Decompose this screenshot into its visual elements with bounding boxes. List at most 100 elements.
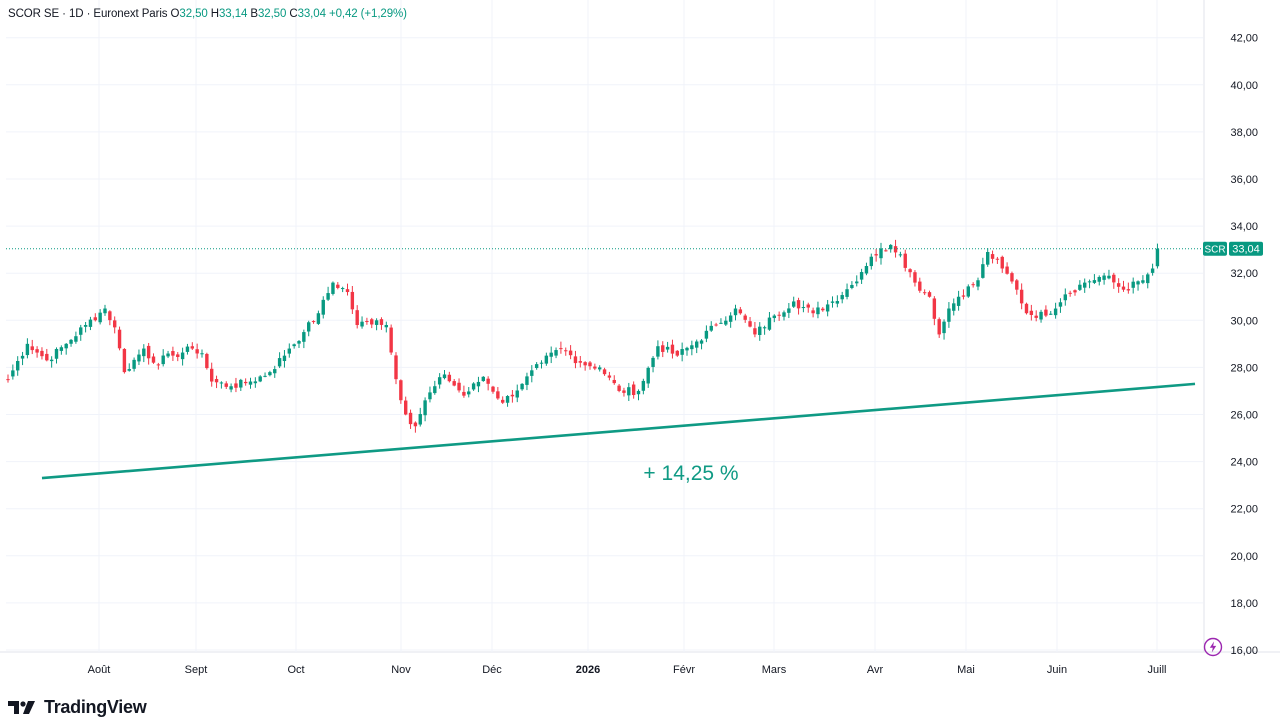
candle — [462, 385, 466, 398]
price-axis[interactable]: 42,00 40,00 38,00 36,00 34,00 32,00 30,00 28,00… — [1230, 33, 1258, 657]
price-tag-symbol-bg — [1203, 241, 1227, 256]
candle — [1063, 288, 1067, 306]
symbol-line: SCOR SE · 1D · Euronext Paris — [8, 8, 168, 20]
candle — [404, 396, 408, 416]
candle — [811, 307, 815, 318]
candle — [69, 338, 73, 347]
candle — [840, 291, 844, 304]
candle — [792, 296, 796, 308]
candle — [142, 344, 146, 363]
candle — [859, 268, 864, 284]
candle — [1150, 263, 1155, 276]
candle — [54, 347, 59, 364]
time-tick-label: Mai — [957, 664, 975, 676]
candle — [1121, 280, 1126, 292]
price-tick-label: 42,00 — [1230, 33, 1258, 45]
trend-annotation: + 14,25 % — [643, 462, 738, 485]
candle — [166, 350, 170, 359]
candle — [830, 296, 835, 308]
candle — [418, 407, 422, 427]
candle — [1087, 279, 1092, 289]
candle — [665, 341, 670, 353]
candle — [1102, 272, 1106, 285]
candle — [1053, 302, 1058, 319]
high-value: 33,14 — [219, 8, 248, 20]
candle — [709, 321, 713, 332]
brand-name: TradingView — [44, 696, 147, 717]
candle — [180, 347, 185, 366]
candle — [549, 346, 553, 364]
candle — [685, 346, 689, 356]
price-tick-label: 36,00 — [1230, 174, 1258, 186]
lightning-icon[interactable] — [1203, 637, 1223, 657]
candle — [6, 374, 10, 383]
candle — [49, 356, 54, 368]
candle — [321, 296, 325, 319]
candle — [607, 371, 612, 381]
candle — [1097, 275, 1101, 286]
candle — [661, 341, 665, 358]
price-tick-label: 40,00 — [1230, 80, 1258, 92]
candle — [331, 281, 335, 296]
tradingview-logo[interactable]: TradingView — [8, 696, 147, 718]
chart-grid — [0, 0, 1280, 653]
candle — [20, 351, 25, 366]
candle — [326, 286, 330, 301]
candle — [510, 390, 515, 403]
candle — [88, 316, 93, 331]
price-tick-label: 22,00 — [1230, 504, 1258, 516]
trendline[interactable] — [41, 382, 1196, 480]
candle — [258, 375, 262, 383]
price-tick-label: 26,00 — [1230, 410, 1258, 422]
candle — [1039, 309, 1043, 323]
candle — [25, 338, 30, 359]
candle — [1000, 255, 1004, 273]
candle — [195, 343, 199, 359]
candle — [64, 343, 68, 355]
candle — [224, 381, 228, 390]
candle — [753, 321, 757, 338]
candle — [394, 352, 398, 385]
candle — [1126, 282, 1131, 294]
candle — [864, 262, 869, 276]
candle — [990, 250, 995, 264]
candle — [646, 366, 650, 388]
candle — [1155, 243, 1160, 269]
candle — [1034, 310, 1038, 322]
candle — [1107, 269, 1111, 280]
candle — [151, 353, 156, 364]
candle — [384, 321, 388, 333]
candle — [103, 304, 107, 316]
candle — [583, 361, 587, 371]
candle — [307, 320, 311, 337]
candle — [845, 283, 849, 300]
candle — [239, 378, 243, 391]
candle — [1068, 290, 1072, 297]
candle — [219, 381, 224, 389]
candle — [467, 387, 471, 398]
candle — [670, 339, 675, 359]
candle — [874, 249, 878, 262]
candle — [146, 342, 151, 365]
candle — [486, 376, 490, 391]
candle — [544, 352, 549, 366]
candle — [568, 345, 573, 360]
price-tick-label: 32,00 — [1230, 268, 1258, 280]
candle — [612, 375, 616, 385]
candle — [311, 320, 316, 324]
candle — [534, 362, 539, 370]
candle — [1146, 272, 1150, 289]
candle — [122, 348, 127, 374]
candle — [496, 387, 500, 400]
candle — [1073, 289, 1077, 296]
candle — [961, 289, 966, 300]
candle — [976, 277, 980, 291]
candle — [185, 343, 190, 355]
candle — [423, 397, 427, 422]
candle — [408, 409, 413, 429]
candle — [340, 286, 345, 293]
candle — [922, 289, 927, 296]
candle — [947, 302, 951, 328]
candle — [559, 341, 563, 354]
time-axis[interactable]: Août Sept Oct Nov Déc 2026 Févr Mars Avr Mai Juin J… — [88, 664, 1167, 676]
